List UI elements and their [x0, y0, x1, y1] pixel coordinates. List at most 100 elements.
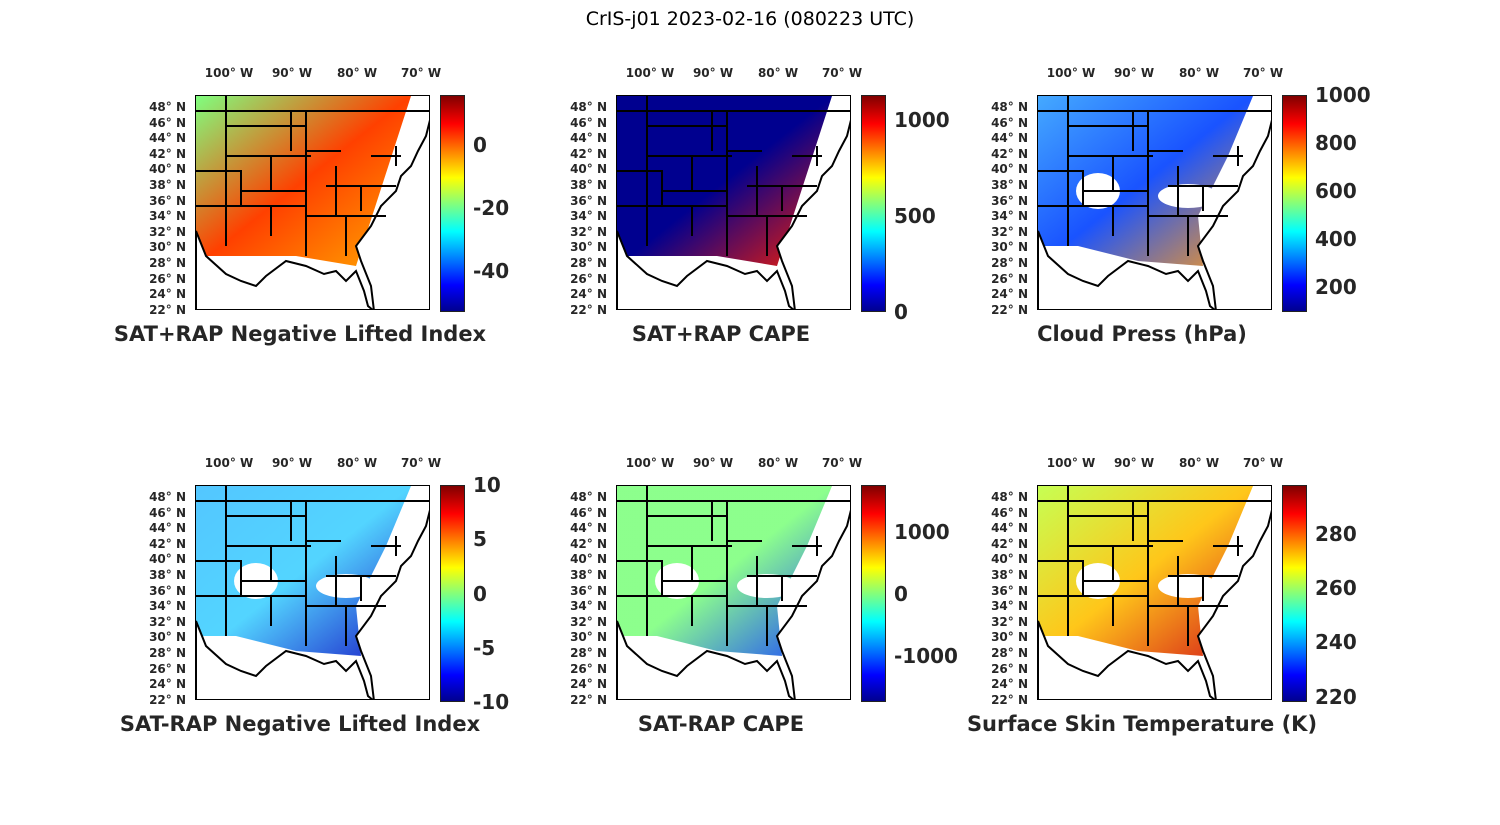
- colorbar-tick-label: 0: [894, 300, 908, 324]
- map-panel: 100° W 90° W 80° W 70° W 48° N 46° N 44° N 42° …: [120, 450, 560, 750]
- lat-tick-label: 28° N: [991, 646, 1028, 660]
- lon-tick-label: 70° W: [821, 66, 863, 80]
- colorbar-tick-label: -5: [473, 635, 496, 660]
- lon-tick-label: 100° W: [204, 456, 254, 470]
- coastline: [617, 119, 850, 309]
- state-borders: [196, 486, 429, 646]
- lat-tick-label: 38° N: [149, 178, 186, 192]
- lat-tick-label: 24° N: [149, 677, 186, 692]
- map-plot: [195, 95, 430, 310]
- lat-tick-label: 38° N: [991, 568, 1028, 582]
- map-canvas: [1038, 486, 1271, 699]
- lon-tick-label: 100° W: [1046, 66, 1096, 80]
- map-plot: [1037, 95, 1272, 310]
- colorbar-tick-label: -40: [473, 259, 510, 284]
- lat-tick-label: 42° N: [991, 146, 1028, 161]
- colorbar-tick-label: 800: [1315, 131, 1357, 156]
- lon-tick-label: 90° W: [692, 456, 734, 470]
- lat-tick-label: 32° N: [570, 614, 607, 629]
- lat-tick-label: 36° N: [149, 193, 186, 208]
- lat-tick-label: 34° N: [991, 209, 1028, 224]
- lon-tick-label: 100° W: [625, 456, 675, 470]
- map-plot: [616, 95, 851, 310]
- lat-tick-label: 40° N: [149, 552, 186, 567]
- lat-tick-label: 34° N: [570, 209, 607, 224]
- lat-tick-label: 44° N: [991, 131, 1028, 146]
- panel-title: SAT-RAP CAPE: [637, 712, 805, 736]
- colorbar-tick-label: 500: [894, 203, 936, 228]
- lon-tick-label: 100° W: [1046, 456, 1096, 470]
- lat-tick-label: 30° N: [149, 630, 186, 645]
- lat-tick-label: 46° N: [991, 505, 1028, 520]
- lat-tick-label: 40° N: [149, 162, 186, 177]
- lat-tick-label: 48° N: [570, 100, 607, 114]
- lat-tick-label: 48° N: [570, 490, 607, 504]
- lat-tick-label: 22° N: [991, 692, 1028, 707]
- lat-tick-label: 38° N: [570, 178, 607, 192]
- lat-tick-label: 46° N: [570, 505, 607, 520]
- lat-tick-label: 26° N: [570, 661, 607, 676]
- panel-title: SAT+RAP CAPE: [631, 322, 811, 346]
- lat-tick-label: 48° N: [149, 100, 186, 114]
- lat-tick-label: 36° N: [570, 583, 607, 598]
- lat-tick-label: 42° N: [149, 536, 186, 551]
- colorbar-tick-label: 0: [894, 582, 908, 607]
- data-swath: [617, 486, 832, 656]
- lon-tick-label: 100° W: [204, 66, 254, 80]
- colorbar-tick-label: -20: [473, 196, 510, 221]
- colorbar-tick-label: 240: [1315, 630, 1357, 655]
- lon-tick-label: 70° W: [821, 456, 863, 470]
- state-borders: [1038, 96, 1271, 256]
- lat-tick-label: 26° N: [570, 271, 607, 286]
- colorbar-tick-label: -10: [473, 690, 510, 714]
- lat-tick-label: 46° N: [991, 115, 1028, 130]
- lat-tick-label: 42° N: [570, 146, 607, 161]
- lon-tick-label: 90° W: [1113, 456, 1155, 470]
- lat-tick-label: 30° N: [149, 240, 186, 255]
- lon-tick-label: 70° W: [400, 456, 442, 470]
- map-panel: 100° W 90° W 80° W 70° W 48° N 46° N 44° N 42° …: [561, 60, 981, 360]
- colorbar-tick-label: 200: [1315, 275, 1357, 300]
- lat-tick-label: 28° N: [570, 646, 607, 660]
- coastline: [196, 119, 429, 309]
- lat-tick-label: 28° N: [991, 256, 1028, 270]
- lat-tick-label: 32° N: [991, 614, 1028, 629]
- panel-title: SAT-RAP Negative Lifted Index: [119, 712, 481, 736]
- colorbar-tick-label: 280: [1315, 521, 1357, 546]
- lat-tick-label: 46° N: [570, 115, 607, 130]
- panel-title: Surface Skin Temperature (K): [966, 712, 1318, 736]
- colorbar-tick-label: 0: [473, 133, 487, 158]
- map-panel: 100° W 90° W 80° W 70° W 48° N 46° N 44° N 42° …: [982, 60, 1402, 360]
- data-swath: [617, 96, 832, 266]
- lat-tick-label: 42° N: [570, 536, 607, 551]
- lat-tick-label: 44° N: [149, 521, 186, 536]
- lat-tick-label: 22° N: [149, 692, 186, 707]
- lat-tick-label: 28° N: [149, 646, 186, 660]
- lat-tick-label: 46° N: [149, 505, 186, 520]
- lat-tick-label: 26° N: [149, 661, 186, 676]
- lat-tick-label: 42° N: [991, 536, 1028, 551]
- lat-tick-label: 26° N: [991, 271, 1028, 286]
- lat-tick-label: 34° N: [149, 209, 186, 224]
- lat-tick-label: 40° N: [570, 162, 607, 177]
- lat-tick-label: 24° N: [570, 677, 607, 692]
- colorbar: [1282, 95, 1307, 312]
- lat-tick-label: 48° N: [991, 100, 1028, 114]
- map-panel: 100° W 90° W 80° W 70° W 48° N 46° N 44° N 42° …: [967, 450, 1402, 750]
- lat-tick-label: 38° N: [991, 178, 1028, 192]
- map-canvas: [196, 486, 429, 699]
- lon-tick-label: 80° W: [757, 66, 799, 80]
- lat-tick-label: 36° N: [991, 193, 1028, 208]
- lat-tick-label: 36° N: [991, 583, 1028, 598]
- coastline: [196, 509, 429, 699]
- lon-tick-label: 90° W: [271, 66, 313, 80]
- lat-tick-label: 24° N: [991, 677, 1028, 692]
- colorbar: [440, 95, 465, 312]
- lat-tick-label: 26° N: [149, 271, 186, 286]
- lat-tick-label: 32° N: [149, 224, 186, 239]
- lat-tick-label: 32° N: [570, 224, 607, 239]
- panel-title: Cloud Press (hPa): [1037, 322, 1247, 346]
- colorbar-tick-label: 220: [1315, 684, 1357, 709]
- lon-tick-label: 80° W: [336, 66, 378, 80]
- lat-tick-label: 30° N: [570, 240, 607, 255]
